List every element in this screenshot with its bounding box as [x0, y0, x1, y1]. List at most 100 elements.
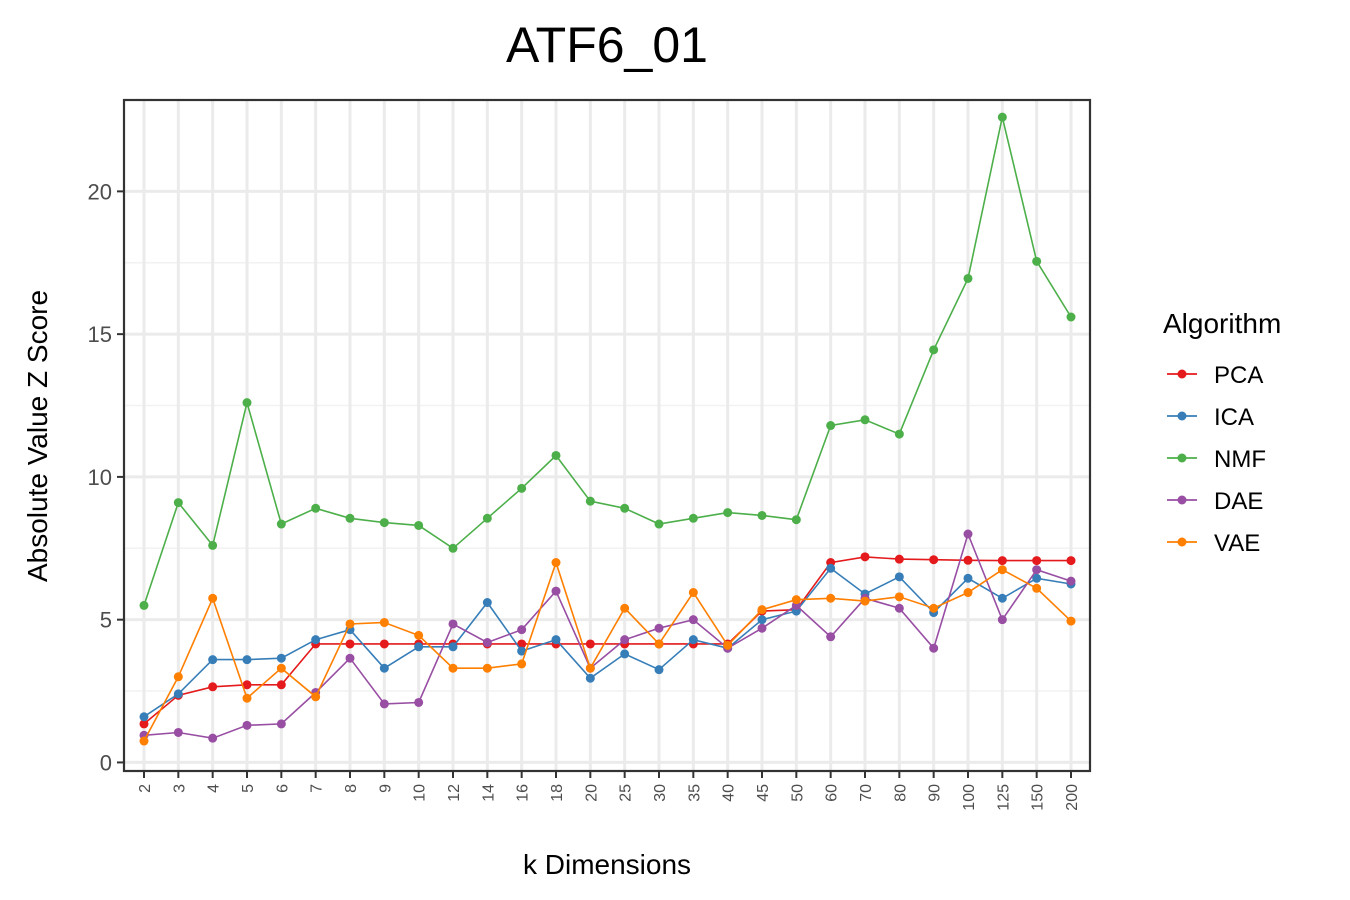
data-point [826, 421, 836, 431]
data-point [997, 565, 1007, 575]
data-point [929, 603, 939, 613]
data-point [551, 450, 561, 460]
data-point [379, 699, 389, 709]
data-point [551, 586, 561, 596]
data-point [379, 618, 389, 628]
x-tick-label: 30 [652, 784, 669, 802]
data-point [757, 510, 767, 520]
x-axis-label: k Dimensions [523, 849, 691, 880]
data-point [448, 619, 458, 629]
legend-label: ICA [1214, 404, 1254, 431]
data-point [517, 639, 527, 649]
data-point [311, 503, 321, 513]
y-tick-label: 15 [88, 322, 112, 347]
data-point [242, 693, 252, 703]
series-line [143, 531, 1072, 740]
data-point [757, 623, 767, 633]
data-point [826, 563, 836, 573]
data-point [826, 593, 836, 603]
data-point [482, 513, 492, 523]
x-tick-label: 200 [1064, 784, 1081, 811]
x-axis: 2 3 4 5 6 7 8 9 10 12 14 16 18 20 25 30 35 40 45 50 60 70 80 90… [137, 771, 1081, 811]
x-tick-label: 12 [446, 784, 463, 802]
data-point [688, 635, 698, 645]
data-point [585, 673, 595, 683]
x-tick-label: 5 [240, 784, 257, 793]
chart-title: ATF6_01 [506, 17, 708, 73]
data-point [414, 697, 424, 707]
data-point [963, 529, 973, 539]
series-layer [139, 112, 1076, 746]
data-point [517, 625, 527, 635]
data-point [929, 345, 939, 355]
x-tick-label: 14 [480, 784, 497, 802]
data-point [139, 719, 149, 729]
data-point [997, 615, 1007, 625]
x-tick-label: 3 [171, 784, 188, 793]
legend-item-dae: DAE [1167, 488, 1263, 515]
data-point [620, 603, 630, 613]
data-point [208, 682, 218, 692]
data-point [654, 639, 664, 649]
x-tick-label: 150 [1030, 784, 1047, 811]
data-point [448, 642, 458, 652]
data-point [208, 733, 218, 743]
data-point [345, 653, 355, 663]
data-point [414, 520, 424, 530]
x-tick-label: 90 [927, 784, 944, 802]
x-tick-label: 18 [549, 784, 566, 802]
data-point [894, 592, 904, 602]
legend-marker [1177, 453, 1187, 463]
data-point [654, 665, 664, 675]
data-point [963, 573, 973, 583]
y-tick-label: 10 [88, 465, 112, 490]
series-line [143, 560, 1072, 742]
x-tick-label: 8 [343, 784, 360, 793]
data-point [1066, 616, 1076, 626]
data-point [826, 632, 836, 642]
data-point [997, 556, 1007, 566]
legend-marker [1177, 495, 1187, 505]
x-tick-label: 25 [618, 784, 635, 802]
data-point [345, 619, 355, 629]
data-point [173, 727, 183, 737]
data-point [276, 680, 286, 690]
data-point [414, 630, 424, 640]
series-line [143, 567, 1072, 718]
legend-item-vae: VAE [1167, 530, 1260, 557]
data-point [688, 615, 698, 625]
data-point [345, 639, 355, 649]
legend-items: PCA ICA NMF DAE VAE [1167, 362, 1266, 557]
legend-label: DAE [1214, 488, 1263, 515]
data-point [894, 572, 904, 582]
data-point [1066, 556, 1076, 566]
data-point [482, 598, 492, 608]
data-point [1032, 556, 1042, 566]
x-tick-label: 10 [412, 784, 429, 802]
x-tick-label: 35 [686, 784, 703, 802]
legend-label: VAE [1214, 530, 1260, 557]
x-tick-label: 100 [961, 784, 978, 811]
data-point [139, 600, 149, 610]
x-tick-label: 70 [858, 784, 875, 802]
data-point [620, 635, 630, 645]
data-point [791, 595, 801, 605]
data-point [963, 273, 973, 283]
series-line [143, 116, 1072, 606]
grid [124, 100, 1090, 771]
data-point [242, 720, 252, 730]
legend-label: PCA [1214, 362, 1263, 389]
plot-panel-border [122, 98, 1092, 773]
data-point [173, 672, 183, 682]
y-tick-label: 5 [100, 608, 112, 633]
y-tick-label: 0 [100, 750, 112, 775]
legend-item-ica: ICA [1167, 404, 1254, 431]
data-point [139, 712, 149, 722]
data-point [620, 649, 630, 659]
data-point [379, 518, 389, 528]
data-point [757, 605, 767, 615]
data-point [208, 655, 218, 665]
x-tick-label: 50 [789, 784, 806, 802]
data-point [276, 653, 286, 663]
